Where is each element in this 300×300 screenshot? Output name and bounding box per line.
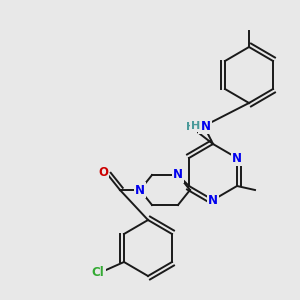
Text: H: H [191,121,201,131]
Text: N: N [201,119,211,133]
Text: N: N [208,194,218,206]
Text: H: H [186,122,196,132]
Text: O: O [98,167,108,179]
Text: N: N [173,169,183,182]
Text: N: N [135,184,145,196]
Text: N: N [232,152,242,164]
Text: N: N [199,119,209,133]
Text: Cl: Cl [92,266,104,278]
